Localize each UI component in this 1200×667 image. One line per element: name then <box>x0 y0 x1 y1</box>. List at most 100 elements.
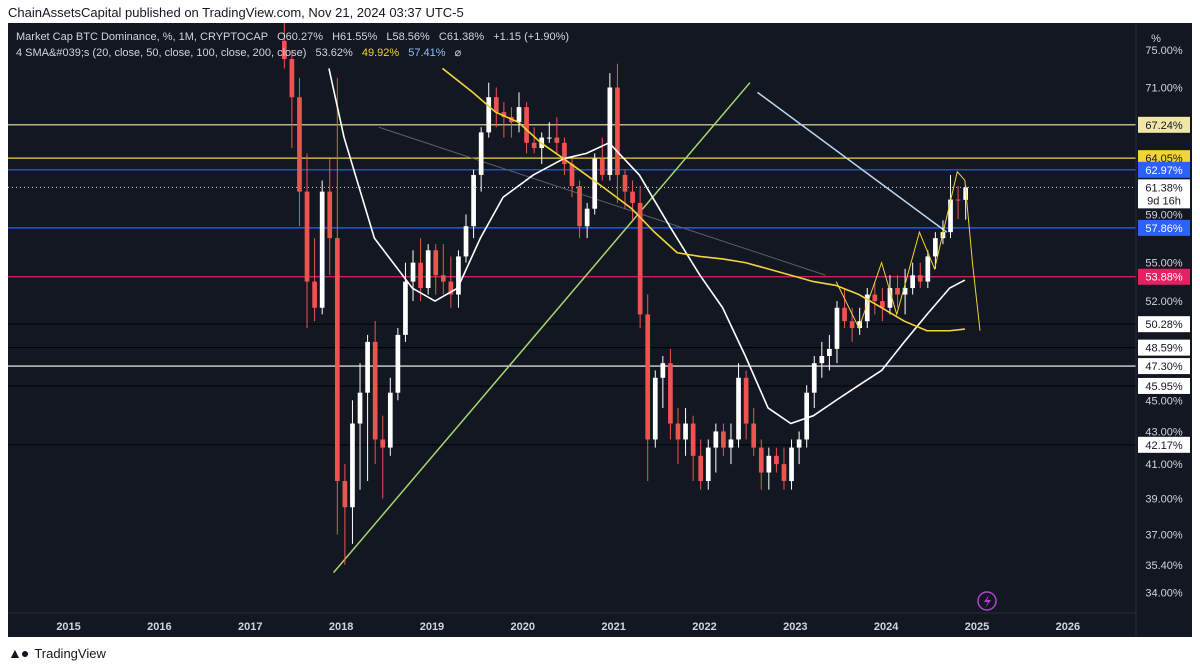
candle[interactable] <box>531 127 537 154</box>
candle[interactable] <box>811 356 817 408</box>
candle[interactable] <box>819 341 825 378</box>
legend-sma-label[interactable]: 4 SMA&#039;s (20, close, 50, close, 100,… <box>16 47 307 59</box>
candle[interactable] <box>698 439 704 490</box>
candle[interactable] <box>933 232 938 269</box>
candle[interactable] <box>403 262 408 342</box>
candle[interactable] <box>304 153 310 329</box>
candle[interactable] <box>289 49 295 149</box>
candle[interactable] <box>630 180 635 221</box>
candle[interactable] <box>334 77 340 535</box>
candle[interactable] <box>948 174 953 239</box>
candle[interactable] <box>713 423 719 473</box>
candle[interactable] <box>645 294 651 482</box>
candle[interactable] <box>955 186 961 220</box>
candle[interactable] <box>509 107 514 138</box>
candle[interactable] <box>478 127 484 192</box>
candle[interactable] <box>721 423 726 456</box>
candle[interactable] <box>387 377 393 456</box>
candle[interactable] <box>546 122 552 143</box>
candle[interactable] <box>493 87 499 128</box>
candle[interactable] <box>448 256 454 308</box>
candle[interactable] <box>607 73 613 181</box>
x-tick-label: 2026 <box>1056 621 1080 633</box>
level-badge <box>1138 377 1190 394</box>
lightning-icon[interactable] <box>977 591 997 611</box>
candle[interactable] <box>925 250 931 289</box>
candle[interactable] <box>297 77 302 227</box>
candle[interactable] <box>705 439 711 490</box>
candle[interactable] <box>350 400 355 544</box>
candle[interactable] <box>827 334 832 371</box>
y-tick-label: 37.00% <box>1145 530 1183 542</box>
candle[interactable] <box>440 244 446 295</box>
candle[interactable] <box>902 268 908 315</box>
price-chart[interactable]: 2015 2016 2017 2018 2019 2020 2021 2022 2023 2024… <box>8 23 1192 637</box>
chart-panel[interactable]: 2015 2016 2017 2018 2019 2020 2021 2022 2023 2024… <box>8 23 1192 637</box>
candle[interactable] <box>766 447 772 490</box>
candle[interactable] <box>917 262 923 289</box>
candle[interactable] <box>615 63 620 203</box>
candle[interactable] <box>312 238 317 322</box>
legend-high: H61.55% <box>332 31 378 43</box>
candle[interactable] <box>751 407 757 456</box>
candle[interactable] <box>365 334 370 482</box>
tradingview-mark-icon: ▲● <box>8 645 29 661</box>
candle[interactable] <box>736 363 741 448</box>
candle[interactable] <box>887 275 893 315</box>
candle[interactable] <box>910 262 916 295</box>
candle[interactable] <box>319 180 325 315</box>
candle[interactable] <box>584 202 590 239</box>
candle[interactable] <box>380 415 386 499</box>
candle[interactable] <box>433 244 439 295</box>
axis-unit-label[interactable]: % <box>1151 33 1161 45</box>
candle[interactable] <box>895 275 900 308</box>
candle[interactable] <box>577 180 582 239</box>
candle[interactable] <box>668 348 673 440</box>
candle[interactable] <box>410 250 416 302</box>
candle[interactable] <box>395 328 401 401</box>
candle[interactable] <box>357 363 363 490</box>
candle[interactable] <box>804 385 810 448</box>
candle[interactable] <box>728 423 734 465</box>
candle[interactable] <box>842 288 847 329</box>
candle[interactable] <box>652 370 658 448</box>
candle[interactable] <box>592 153 598 215</box>
candle[interactable] <box>418 238 423 302</box>
candle[interactable] <box>463 214 469 263</box>
candle[interactable] <box>683 407 688 456</box>
tradingview-logo[interactable]: ▲● TradingView <box>8 645 106 661</box>
candle[interactable] <box>781 447 787 490</box>
candle[interactable] <box>372 321 378 465</box>
candle[interactable] <box>796 431 802 465</box>
candle[interactable] <box>622 169 628 209</box>
candle[interactable] <box>743 370 749 440</box>
candle[interactable] <box>864 288 870 329</box>
candle[interactable] <box>834 301 840 364</box>
candle[interactable] <box>690 415 696 482</box>
candle[interactable] <box>675 407 681 465</box>
candle[interactable] <box>425 244 431 295</box>
candle[interactable] <box>539 132 545 165</box>
candle[interactable] <box>281 23 287 69</box>
legend-symbol[interactable]: Market Cap BTC Dominance, %, 1M, CRYPTOC… <box>16 31 269 43</box>
candle[interactable] <box>516 92 522 133</box>
candle[interactable] <box>456 250 461 308</box>
candle[interactable] <box>599 137 605 181</box>
candle[interactable] <box>849 307 855 342</box>
candle[interactable] <box>637 186 643 329</box>
candle[interactable] <box>789 439 794 490</box>
candle[interactable] <box>501 102 507 138</box>
candle[interactable] <box>486 82 492 138</box>
candle[interactable] <box>562 137 567 175</box>
candle[interactable] <box>471 169 476 239</box>
candle[interactable] <box>660 356 666 408</box>
candle[interactable] <box>554 117 560 154</box>
candle[interactable] <box>872 281 878 315</box>
candle[interactable] <box>880 288 885 322</box>
candle[interactable] <box>327 158 333 276</box>
candle[interactable] <box>758 439 764 490</box>
candle[interactable] <box>342 464 348 565</box>
level-label: 67.24% <box>1145 120 1183 132</box>
candle[interactable] <box>524 102 529 154</box>
candle[interactable] <box>774 447 779 473</box>
